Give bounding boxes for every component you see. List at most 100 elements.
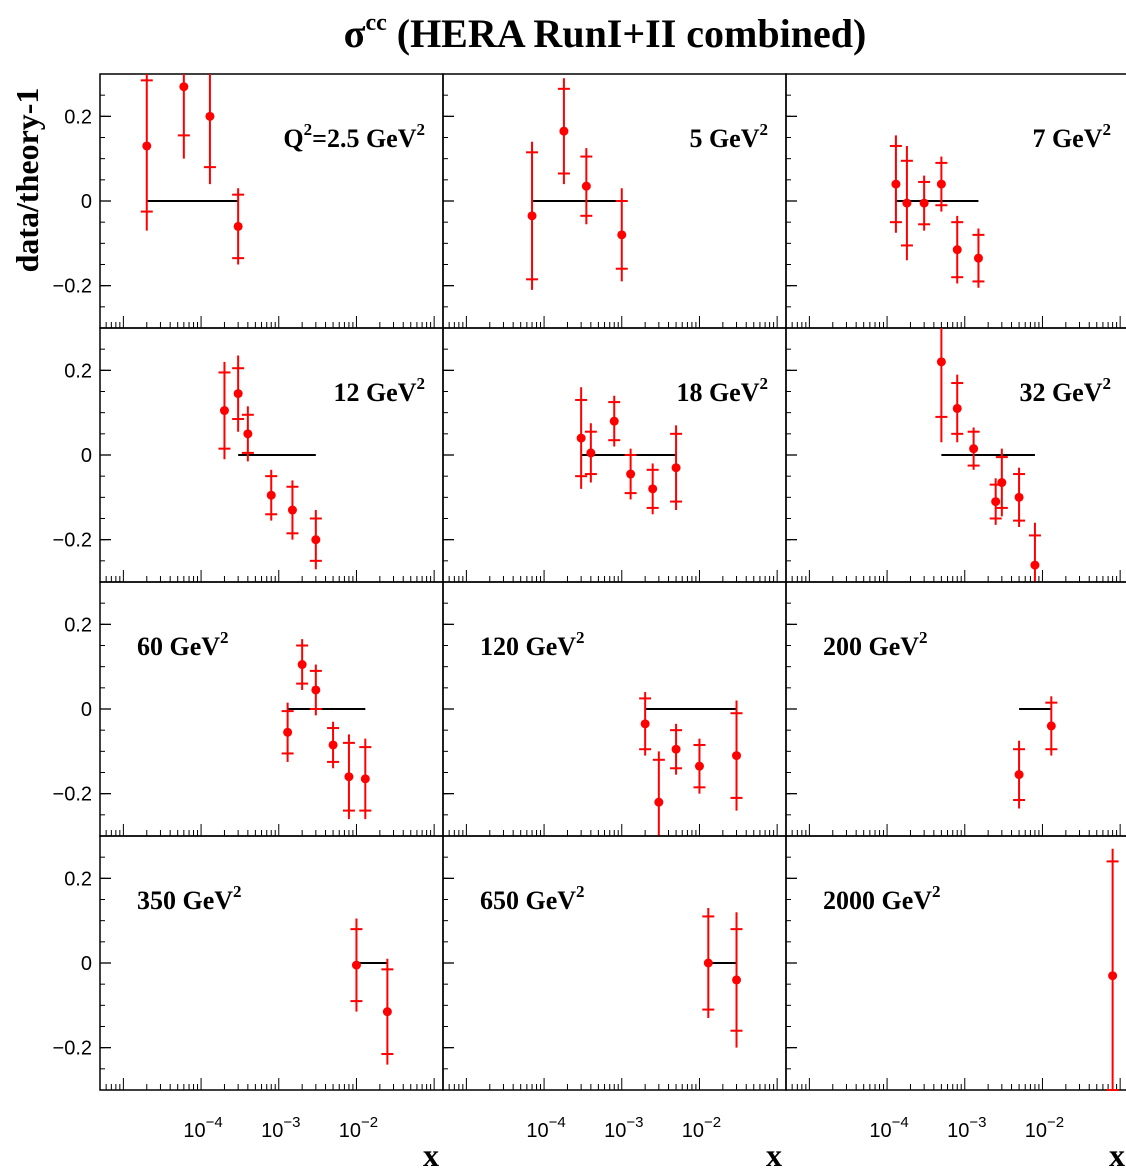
data-point bbox=[918, 175, 931, 231]
data-point bbox=[203, 74, 216, 185]
panel-q2-label: 18 GeV2 bbox=[676, 374, 768, 407]
data-point bbox=[281, 702, 294, 762]
y-tick-label: 0 bbox=[81, 953, 92, 975]
data-point bbox=[889, 135, 902, 233]
panel-2: 5 GeV2 bbox=[442, 73, 787, 329]
data-point bbox=[265, 469, 278, 521]
panel-q2-label: Q2=2.5 GeV2 bbox=[283, 120, 425, 153]
panel-q2-label: 120 GeV2 bbox=[480, 628, 585, 661]
data-point bbox=[670, 425, 683, 511]
data-point bbox=[1013, 467, 1026, 527]
data-point bbox=[951, 215, 964, 284]
panel-4: 0.2 0 −0.2 12 GeV2 bbox=[53, 327, 444, 583]
data-point bbox=[584, 423, 597, 483]
y-tick-label: 0 bbox=[81, 445, 92, 467]
panel-q2-label: 60 GeV2 bbox=[137, 628, 229, 661]
panel-8: 120 GeV2 bbox=[442, 581, 787, 837]
panel-12: 10−4 10−3 10−2 x 2000 GeV2 bbox=[785, 835, 1126, 1172]
panel-q2-label: 650 GeV2 bbox=[480, 882, 585, 915]
data-point bbox=[670, 723, 683, 775]
data-marker bbox=[382, 1007, 392, 1017]
data-marker bbox=[179, 82, 189, 92]
data-marker bbox=[1108, 971, 1118, 981]
panel-frame bbox=[99, 581, 444, 837]
data-point bbox=[693, 738, 706, 794]
x-tick-label: 10−3 bbox=[947, 1114, 986, 1142]
y-tick-label: 0.2 bbox=[64, 614, 92, 636]
data-point bbox=[1045, 696, 1058, 756]
data-marker bbox=[919, 198, 929, 208]
data-point bbox=[296, 639, 309, 690]
y-tick-label: 0.2 bbox=[64, 360, 92, 382]
panel-q2-label: 32 GeV2 bbox=[1019, 374, 1111, 407]
data-point bbox=[140, 74, 153, 231]
data-marker bbox=[732, 975, 742, 985]
data-marker bbox=[902, 198, 912, 208]
x-axis-label: x bbox=[1109, 1137, 1125, 1172]
x-tick-label: 10−2 bbox=[339, 1114, 378, 1142]
data-marker bbox=[328, 740, 338, 750]
data-point bbox=[342, 734, 355, 820]
data-marker bbox=[311, 685, 321, 695]
data-point bbox=[639, 692, 652, 756]
data-marker bbox=[617, 230, 627, 240]
data-point bbox=[232, 355, 245, 432]
x-tick-label: 10−2 bbox=[1025, 1114, 1064, 1142]
data-marker bbox=[671, 744, 681, 754]
data-marker bbox=[997, 478, 1007, 488]
data-marker bbox=[287, 505, 297, 515]
data-marker bbox=[654, 797, 664, 807]
data-marker bbox=[297, 660, 307, 670]
panel-6: 32 GeV2 bbox=[785, 327, 1126, 583]
data-marker bbox=[233, 221, 243, 231]
panel-grid: 0.2 0 −0.2 Q2=2.5 GeV2 5 GeV2 7 GeV2 0.2 0 −0.2 1… bbox=[53, 73, 1126, 1172]
data-marker bbox=[936, 357, 946, 367]
data-marker bbox=[576, 433, 586, 443]
data-marker bbox=[266, 490, 276, 500]
data-point bbox=[1013, 740, 1026, 809]
panel-3: 7 GeV2 bbox=[785, 73, 1126, 329]
x-tick-label: 10−3 bbox=[604, 1114, 643, 1142]
panel-11: 10−4 10−3 10−2 x 650 GeV2 bbox=[442, 835, 787, 1172]
panel-frame bbox=[785, 581, 1126, 837]
data-point bbox=[580, 148, 593, 225]
data-marker bbox=[973, 253, 983, 263]
x-tick-label: 10−4 bbox=[526, 1114, 565, 1142]
y-tick-label: 0 bbox=[81, 191, 92, 213]
data-marker bbox=[936, 179, 946, 189]
panel-q2-label: 5 GeV2 bbox=[689, 120, 768, 153]
data-point bbox=[608, 395, 621, 447]
panel-q2-label: 2000 GeV2 bbox=[823, 882, 941, 915]
data-marker bbox=[559, 126, 569, 136]
data-marker bbox=[671, 463, 681, 473]
chart-title: σcc (HERA RunI+II combined) bbox=[344, 10, 867, 56]
x-tick-label: 10−4 bbox=[869, 1114, 908, 1142]
data-point bbox=[241, 406, 254, 462]
x-tick-label: 10−3 bbox=[261, 1114, 300, 1142]
y-tick-label: −0.2 bbox=[53, 276, 92, 298]
data-marker bbox=[703, 958, 713, 968]
data-point bbox=[951, 374, 964, 443]
data-point bbox=[730, 700, 743, 811]
data-point bbox=[327, 721, 340, 769]
data-marker bbox=[360, 774, 370, 784]
data-point bbox=[350, 918, 363, 1012]
data-marker bbox=[586, 448, 596, 458]
y-tick-label: −0.2 bbox=[53, 1038, 92, 1060]
title-rest: (HERA RunI+II combined) bbox=[387, 11, 867, 56]
x-axis-label: x bbox=[766, 1137, 782, 1172]
panel-7: 0.2 0 −0.2 60 GeV2 bbox=[53, 581, 444, 837]
data-point bbox=[286, 480, 299, 540]
x-tick-label: 10−2 bbox=[682, 1114, 721, 1142]
panel-frame bbox=[99, 835, 444, 1091]
y-axis-label: data/theory-1 bbox=[9, 88, 45, 273]
data-marker bbox=[351, 960, 361, 970]
data-marker bbox=[648, 484, 658, 494]
data-marker bbox=[243, 429, 253, 439]
data-point bbox=[309, 664, 322, 716]
panel-q2-label: 350 GeV2 bbox=[137, 882, 242, 915]
panel-q2-label: 12 GeV2 bbox=[333, 374, 425, 407]
data-marker bbox=[891, 179, 901, 189]
data-point bbox=[232, 188, 245, 265]
